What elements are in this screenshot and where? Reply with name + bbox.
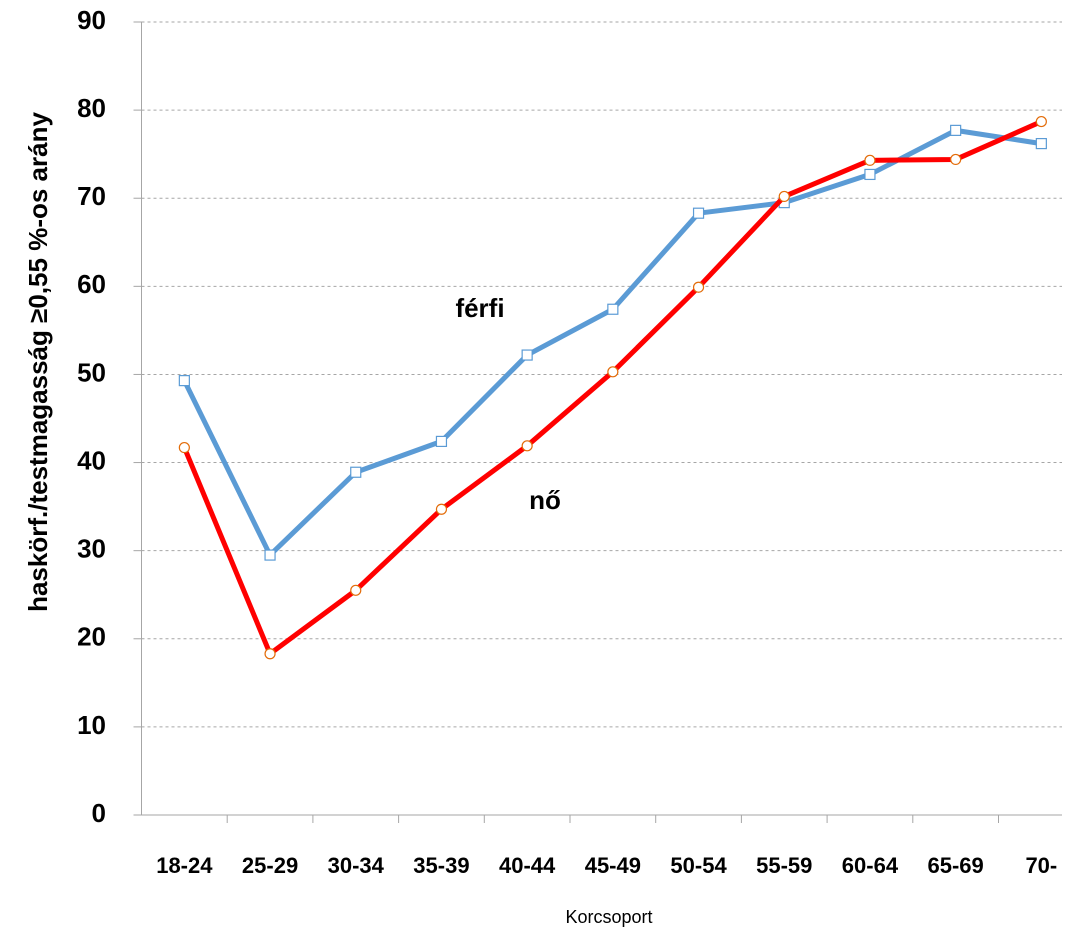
series-line: [182, 127, 1042, 558]
marker: [692, 207, 705, 219]
marker: [264, 549, 276, 561]
marker: [778, 190, 790, 203]
marker: [350, 584, 362, 596]
x-axis-label: Korcsoport: [565, 907, 652, 927]
marker: [864, 154, 876, 166]
marker: [521, 349, 533, 361]
y-tick-label: 50: [77, 357, 106, 387]
x-tick-label: 60-64: [842, 853, 899, 878]
marker: [692, 281, 705, 293]
y-tick-label: 90: [77, 5, 106, 35]
marker: [950, 124, 962, 136]
marker: [178, 441, 190, 454]
y-axis-label: haskörf./testmagasság ≥0,55 %-os arány: [23, 112, 53, 612]
y-tick-label: 20: [77, 622, 106, 652]
marker: [435, 435, 448, 448]
x-tick-label: 55-59: [756, 853, 812, 878]
x-tick-label: 50-54: [670, 853, 727, 878]
x-tick-label: 65-69: [928, 853, 984, 878]
marker: [607, 366, 619, 378]
marker: [864, 168, 876, 181]
y-tick-label: 70: [77, 181, 106, 211]
series-line: [182, 119, 1043, 657]
x-tick-label: 40-44: [499, 853, 556, 878]
marker: [350, 466, 362, 478]
x-tick-label: 25-29: [242, 853, 298, 878]
marker: [1035, 137, 1047, 150]
marker: [435, 503, 448, 515]
x-tick-label: 45-49: [585, 853, 641, 878]
y-tick-label: 10: [77, 710, 106, 740]
marker: [950, 153, 962, 166]
y-tick-label: 30: [77, 534, 106, 564]
annotation: nő: [529, 485, 561, 515]
annotation: férfi: [455, 293, 504, 323]
marker: [1035, 115, 1047, 128]
y-tick-label: 40: [77, 445, 106, 475]
x-tick-label: 70-: [1025, 853, 1057, 878]
marker: [607, 303, 619, 315]
y-tick-label: 80: [77, 93, 106, 123]
x-tick-label: 18-24: [156, 853, 213, 878]
marker: [521, 440, 533, 452]
x-tick-label: 35-39: [413, 853, 469, 878]
x-tick-label: 30-34: [328, 853, 385, 878]
y-tick-label: 0: [92, 798, 106, 828]
marker: [264, 648, 276, 660]
marker: [178, 375, 190, 387]
y-tick-label: 60: [77, 269, 106, 299]
